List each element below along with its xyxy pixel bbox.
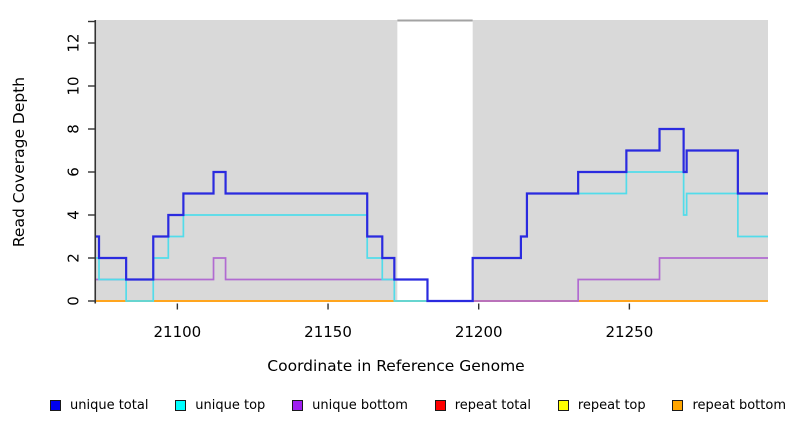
- legend-item-repeat-top: repeat top: [557, 398, 646, 413]
- series-unique-total-line: [96, 127, 768, 303]
- legend-item-unique-bottom: unique bottom: [292, 398, 408, 413]
- legend-item-unique-top: unique top: [175, 398, 265, 413]
- legend-item-repeat-total: repeat total: [434, 398, 531, 413]
- legend-label: unique bottom: [312, 398, 408, 413]
- x-tick-label: 21250: [606, 323, 654, 341]
- y-tick-label: 2: [65, 253, 83, 263]
- legend-label: unique top: [195, 398, 266, 413]
- legend-swatch-repeat-bottom: [672, 400, 684, 411]
- legend-item-unique-total: unique total: [50, 398, 148, 413]
- y-axis-title: Read Coverage Depth: [10, 76, 28, 248]
- x-axis-title: Coordinate in Reference Genome: [267, 357, 525, 375]
- legend-item-repeat-bottom: repeat bottom: [672, 398, 786, 413]
- legend-swatch-unique-total: [50, 400, 61, 411]
- gap-region: [397, 19, 473, 302]
- series-unique-top-line: [96, 171, 768, 302]
- legend-label: repeat bottom: [692, 398, 786, 413]
- legend-swatch-unique-bottom: [292, 400, 304, 411]
- y-tick-label: 12: [65, 33, 83, 52]
- y-tick-label: 0: [65, 296, 83, 306]
- y-tick-label: 10: [65, 76, 83, 95]
- legend-label: unique total: [70, 398, 149, 413]
- x-tick-label: 21100: [154, 323, 202, 341]
- x-tick-label: 21150: [304, 323, 352, 341]
- legend-label: repeat top: [577, 398, 646, 413]
- legend-swatch-repeat-total: [434, 400, 446, 411]
- legend-swatch-unique-top: [175, 400, 187, 411]
- y-tick-label: 6: [65, 167, 83, 177]
- legend-swatch-repeat-top: [557, 400, 569, 411]
- x-tick-label: 21200: [455, 323, 503, 341]
- y-tick-label: 8: [65, 124, 83, 134]
- legend: unique total unique top unique bottom repea…: [50, 398, 786, 413]
- y-tick-label: 4: [65, 210, 83, 220]
- legend-label: repeat total: [454, 398, 531, 413]
